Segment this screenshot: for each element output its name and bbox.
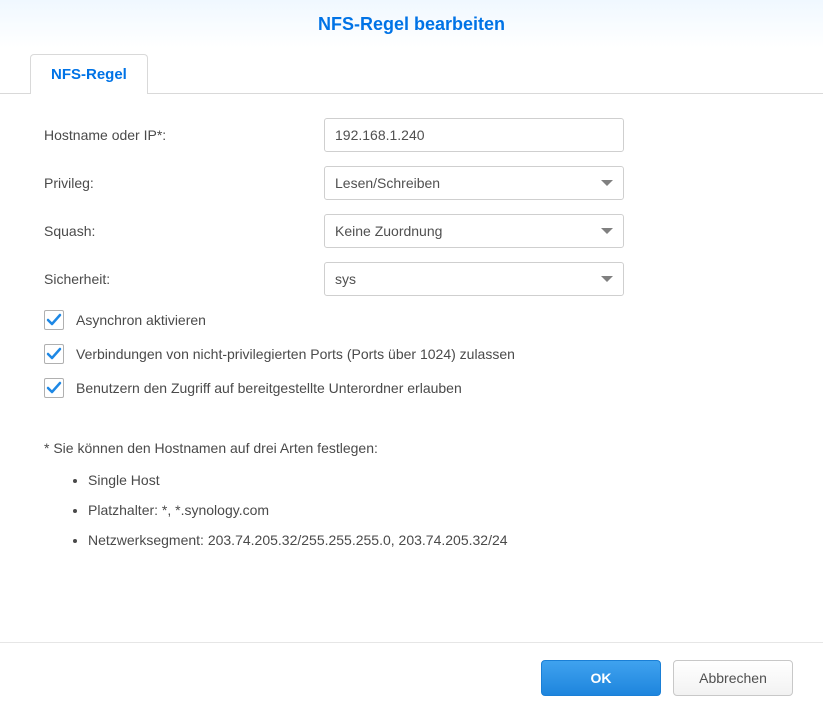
- security-value: sys: [335, 271, 356, 287]
- tab-nfs-rule[interactable]: NFS-Regel: [30, 54, 148, 94]
- label-privilege: Privileg:: [44, 175, 324, 191]
- privilege-select[interactable]: Lesen/Schreiben: [324, 166, 624, 200]
- label-squash: Squash:: [44, 223, 324, 239]
- help-intro: * Sie können den Hostnamen auf drei Arte…: [44, 434, 779, 462]
- squash-select[interactable]: Keine Zuordnung: [324, 214, 624, 248]
- row-privilege: Privileg: Lesen/Schreiben: [44, 166, 779, 200]
- help-item: Platzhalter: *, *.synology.com: [88, 496, 779, 524]
- chevron-down-icon: [601, 180, 613, 186]
- subfolders-checkbox[interactable]: [44, 378, 64, 398]
- tab-bar: NFS-Regel: [0, 48, 823, 94]
- nfs-rule-dialog: NFS-Regel bearbeiten NFS-Regel Hostname …: [0, 0, 823, 712]
- help-list: Single Host Platzhalter: *, *.synology.c…: [44, 466, 779, 554]
- chevron-down-icon: [601, 228, 613, 234]
- ok-button[interactable]: OK: [541, 660, 661, 696]
- row-security: Sicherheit: sys: [44, 262, 779, 296]
- checkmark-icon: [46, 312, 62, 328]
- label-security: Sicherheit:: [44, 271, 324, 287]
- help-item: Single Host: [88, 466, 779, 494]
- privilege-value: Lesen/Schreiben: [335, 175, 440, 191]
- row-hostname: Hostname oder IP*:: [44, 118, 779, 152]
- async-label: Asynchron aktivieren: [76, 312, 206, 328]
- dialog-body: Hostname oder IP*: Privileg: Lesen/Schre…: [0, 94, 823, 642]
- dialog-footer: OK Abbrechen: [0, 642, 823, 712]
- async-checkbox[interactable]: [44, 310, 64, 330]
- subfolders-label: Benutzern den Zugriff auf bereitgestellt…: [76, 380, 462, 396]
- tab-label: NFS-Regel: [51, 66, 127, 83]
- security-select[interactable]: sys: [324, 262, 624, 296]
- row-subfolders: Benutzern den Zugriff auf bereitgestellt…: [44, 378, 779, 398]
- row-async: Asynchron aktivieren: [44, 310, 779, 330]
- squash-value: Keine Zuordnung: [335, 223, 442, 239]
- cancel-button[interactable]: Abbrechen: [673, 660, 793, 696]
- nonpriv-label: Verbindungen von nicht-privilegierten Po…: [76, 346, 515, 362]
- help-text: * Sie können den Hostnamen auf drei Arte…: [44, 434, 779, 554]
- nonpriv-checkbox[interactable]: [44, 344, 64, 364]
- chevron-down-icon: [601, 276, 613, 282]
- help-item: Netzwerksegment: 203.74.205.32/255.255.2…: [88, 526, 779, 554]
- checkmark-icon: [46, 346, 62, 362]
- label-hostname: Hostname oder IP*:: [44, 127, 324, 143]
- dialog-title: NFS-Regel bearbeiten: [0, 0, 823, 48]
- row-nonpriv: Verbindungen von nicht-privilegierten Po…: [44, 344, 779, 364]
- hostname-input[interactable]: [324, 118, 624, 152]
- row-squash: Squash: Keine Zuordnung: [44, 214, 779, 248]
- checkmark-icon: [46, 380, 62, 396]
